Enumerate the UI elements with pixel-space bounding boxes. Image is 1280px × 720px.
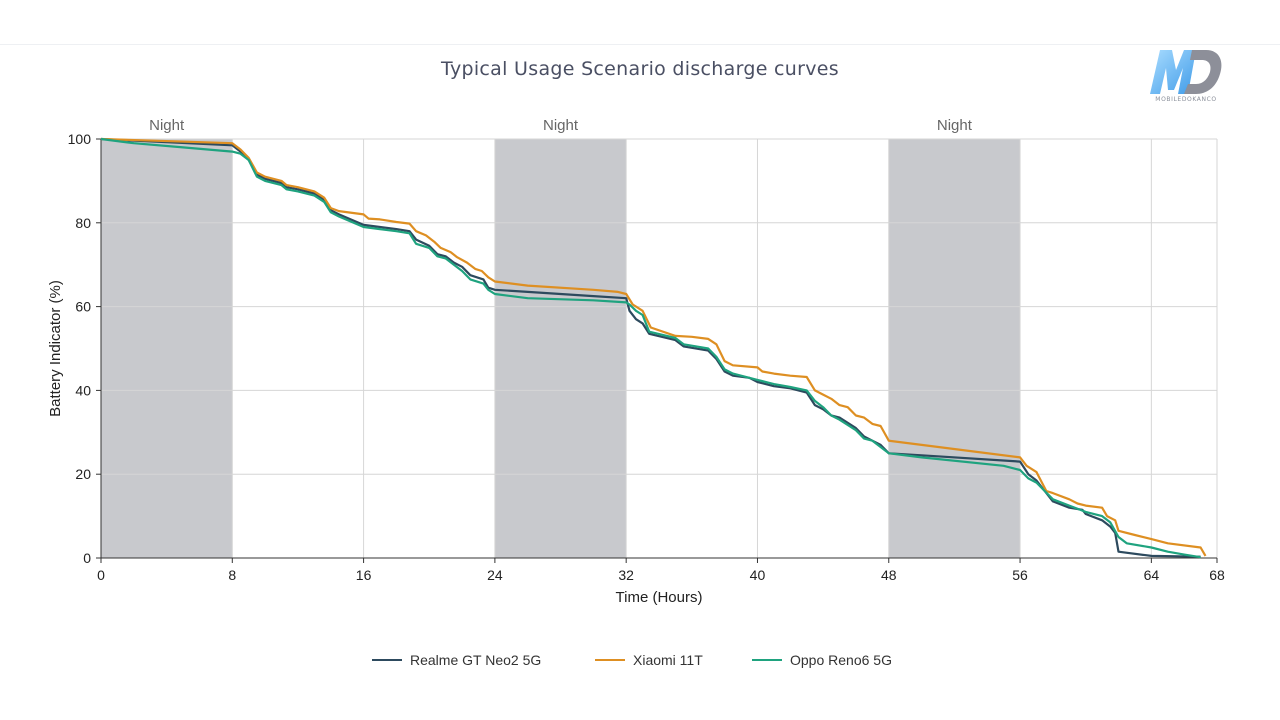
legend-item-oppo: Oppo Reno6 5G — [752, 652, 892, 668]
x-tick-label: 0 — [97, 567, 105, 583]
legend-label-xiaomi: Xiaomi 11T — [633, 652, 703, 668]
night-band — [888, 139, 1021, 558]
legend-swatch-oppo — [752, 659, 782, 661]
night-band — [101, 139, 233, 558]
night-label: Night — [543, 117, 579, 134]
night-band — [494, 139, 627, 558]
x-tick-label: 56 — [1012, 567, 1028, 583]
x-tick-label: 8 — [228, 567, 236, 583]
chart-title: Typical Usage Scenario discharge curves — [441, 58, 839, 80]
logo-caption: MOBILEDOKANCO — [1155, 96, 1217, 103]
series-line-oppo — [100, 137, 1201, 559]
x-tick-label: 16 — [356, 567, 372, 583]
y-tick-label: 80 — [75, 215, 91, 231]
x-tick-label: 24 — [487, 567, 503, 583]
y-tick-label: 0 — [83, 550, 91, 566]
y-tick-label: 40 — [75, 382, 91, 398]
x-tick-label: 32 — [618, 567, 634, 583]
night-label: Night — [149, 117, 185, 134]
night-label: Night — [937, 117, 973, 134]
series-line-realme — [100, 137, 1201, 558]
y-tick-label: 100 — [68, 131, 92, 147]
x-axis-label: Time (Hours) — [616, 589, 703, 606]
y-tick-label: 60 — [75, 299, 91, 315]
legend-item-realme: Realme GT Neo2 5G — [372, 652, 541, 668]
legend-label-oppo: Oppo Reno6 5G — [790, 652, 892, 668]
chart-legend: Realme GT Neo2 5G Xiaomi 11T Oppo Reno6 … — [0, 652, 1280, 674]
x-tick-label: 68 — [1209, 567, 1225, 583]
x-tick-label: 64 — [1144, 567, 1160, 583]
legend-swatch-realme — [372, 659, 402, 661]
top-divider — [0, 44, 1280, 45]
y-tick-label: 20 — [75, 466, 91, 482]
x-tick-label: 48 — [881, 567, 897, 583]
logo — [1150, 50, 1222, 94]
legend-item-xiaomi: Xiaomi 11T — [595, 652, 703, 668]
y-axis-label: Battery Indicator (%) — [47, 280, 64, 417]
x-tick-label: 40 — [750, 567, 766, 583]
series-line-xiaomi — [100, 137, 1207, 557]
legend-label-realme: Realme GT Neo2 5G — [410, 652, 542, 668]
legend-swatch-xiaomi — [595, 659, 625, 661]
